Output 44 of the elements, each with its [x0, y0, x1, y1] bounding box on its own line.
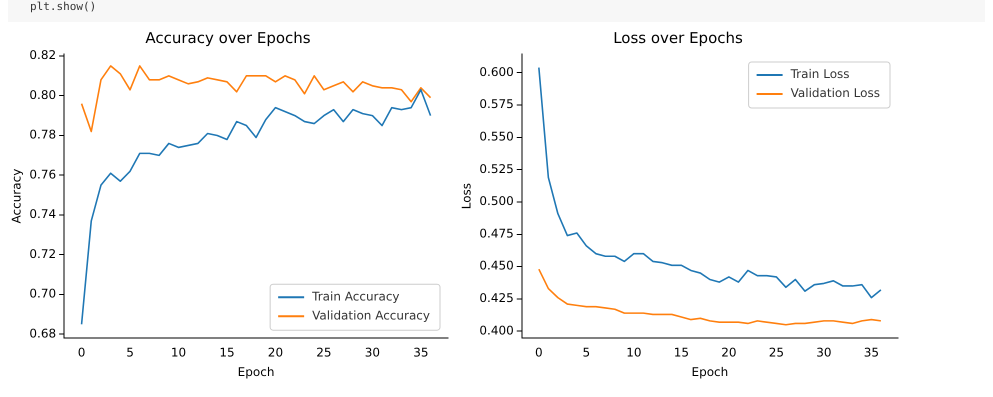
y-axis-title: Accuracy: [9, 168, 24, 224]
x-tick-label: 15: [674, 346, 690, 360]
chart-title: Loss over Epochs: [613, 28, 743, 47]
y-tick-label: 0.76: [29, 167, 56, 182]
y-tick-label: 0.70: [29, 286, 56, 301]
y-tick-label: 0.78: [29, 128, 56, 142]
legend-label: Train Loss: [790, 67, 850, 82]
y-tick-label: 0.575: [479, 97, 514, 112]
x-tick-label: 15: [219, 346, 235, 360]
y-tick-label: 0.80: [29, 88, 56, 102]
x-tick-label: 10: [626, 346, 642, 360]
text: plt.show(): [30, 0, 96, 13]
y-tick-label: 0.475: [479, 226, 514, 240]
y-tick-label: 0.600: [479, 64, 514, 79]
legend-label: Validation Loss: [790, 86, 880, 100]
x-tick-label: 25: [768, 346, 784, 360]
x-tick-label: 0: [535, 346, 543, 360]
x-tick-label: 20: [268, 346, 284, 360]
x-tick-label: 5: [126, 346, 134, 360]
y-tick-label: 0.550: [479, 129, 514, 144]
y-tick-label: 0.74: [29, 207, 56, 222]
x-tick-label: 35: [864, 346, 880, 360]
y-tick-label: 0.525: [479, 162, 514, 176]
x-tick-label: 5: [582, 346, 590, 360]
x-tick-label: 20: [721, 346, 737, 360]
chart-title: Accuracy over Epochs: [145, 28, 311, 47]
y-tick-label: 0.425: [479, 291, 514, 306]
x-axis-title: Epoch: [238, 364, 274, 379]
x-tick-label: 25: [316, 346, 332, 360]
y-tick-label: 0.500: [479, 194, 514, 208]
y-axis-title: Loss: [459, 182, 474, 210]
y-tick-label: 0.72: [29, 246, 56, 261]
x-tick-label: 0: [78, 346, 86, 360]
legend-label: Train Accuracy: [311, 289, 400, 304]
x-tick-label: 30: [816, 346, 832, 360]
legend-label: Validation Accuracy: [312, 308, 430, 322]
y-tick-label: 0.400: [479, 323, 514, 338]
x-tick-label: 30: [364, 346, 380, 360]
x-tick-label: 35: [413, 346, 428, 360]
y-tick-label: 0.68: [29, 326, 56, 340]
x-axis-title: Epoch: [692, 364, 728, 379]
y-tick-label: 0.82: [29, 48, 56, 62]
x-tick-label: 10: [170, 346, 186, 360]
y-tick-label: 0.450: [479, 258, 514, 273]
